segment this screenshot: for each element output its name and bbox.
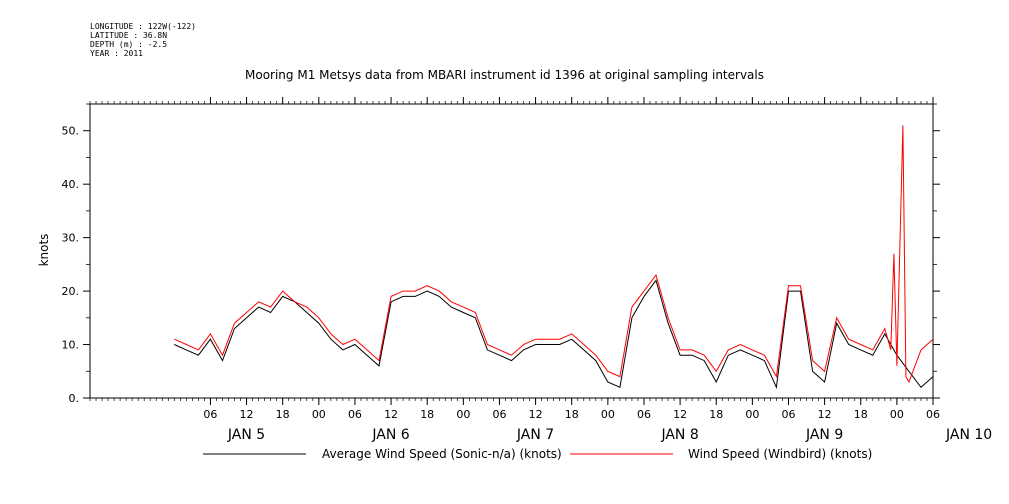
x-tick-label: 12	[673, 408, 687, 421]
chart-title: Mooring M1 Metsys data from MBARI instru…	[245, 68, 764, 82]
x-tick-label: 06	[348, 408, 362, 421]
day-label: JAN 8	[660, 427, 698, 443]
x-tick-label: 00	[745, 408, 759, 421]
x-tick-label: 06	[203, 408, 217, 421]
x-tick-label: 06	[926, 408, 940, 421]
y-tick-label: 0.	[69, 392, 80, 405]
x-tick-label: 00	[312, 408, 326, 421]
legend: Average Wind Speed (Sonic-n/a) (knots) W…	[203, 447, 872, 461]
x-tick-label: 18	[565, 408, 579, 421]
day-label: JAN 6	[371, 427, 409, 443]
y-tick-label: 20.	[62, 285, 80, 298]
y-tick-label: 50.	[62, 125, 80, 138]
x-tick-label: 00	[456, 408, 470, 421]
day-label: JAN 9	[805, 427, 843, 443]
year-label: YEAR : 2011	[90, 49, 143, 58]
legend-label-windbird: Wind Speed (Windbird) (knots)	[688, 447, 872, 461]
plot-frame	[89, 103, 934, 399]
x-tick-label: 06	[781, 408, 795, 421]
x-tick-label: 12	[529, 408, 543, 421]
latitude-label: LATITUDE : 36.8N	[90, 31, 168, 40]
y-axis-label: knots	[37, 234, 51, 267]
y-tick-label: 30.	[62, 232, 80, 245]
x-tick-label: 12	[384, 408, 398, 421]
day-label: JAN 5	[227, 427, 265, 443]
x-tick-label: 00	[601, 408, 615, 421]
depth-label: DEPTH (m) : -2.5	[90, 40, 168, 49]
longitude-label: LONGITUDE : 122W(-122)	[90, 22, 196, 31]
x-tick-label: 06	[492, 408, 506, 421]
y-tick-label: 10.	[62, 339, 80, 352]
series-line-windbird	[174, 125, 934, 384]
plot-border	[89, 103, 934, 399]
day-label: JAN 10	[945, 427, 992, 443]
x-tick-label: 18	[276, 408, 290, 421]
legend-label-sonic: Average Wind Speed (Sonic-n/a) (knots)	[322, 447, 562, 461]
x-tick-label: 18	[854, 408, 868, 421]
series-group	[174, 125, 934, 390]
x-tick-label: 18	[709, 408, 723, 421]
x-tick-label: 18	[420, 408, 434, 421]
axis-ticks: 06 12 18 00 06 12 18 00 06 12 18 00 06 12 18 00 06 12 18 00…	[62, 97, 992, 443]
day-label: JAN 7	[516, 427, 554, 443]
series-line-sonic	[174, 279, 934, 390]
x-tick-label: 06	[637, 408, 651, 421]
x-tick-label: 12	[240, 408, 254, 421]
y-tick-label: 40.	[62, 178, 80, 191]
x-tick-label: 12	[818, 408, 832, 421]
x-tick-label: 00	[890, 408, 904, 421]
